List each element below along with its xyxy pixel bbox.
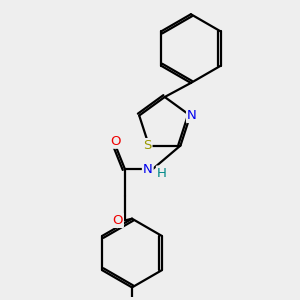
Text: O: O <box>112 214 123 227</box>
Text: H: H <box>157 167 167 179</box>
Text: N: N <box>143 163 153 176</box>
Text: N: N <box>187 109 197 122</box>
Text: O: O <box>110 135 120 148</box>
Text: S: S <box>143 139 152 152</box>
